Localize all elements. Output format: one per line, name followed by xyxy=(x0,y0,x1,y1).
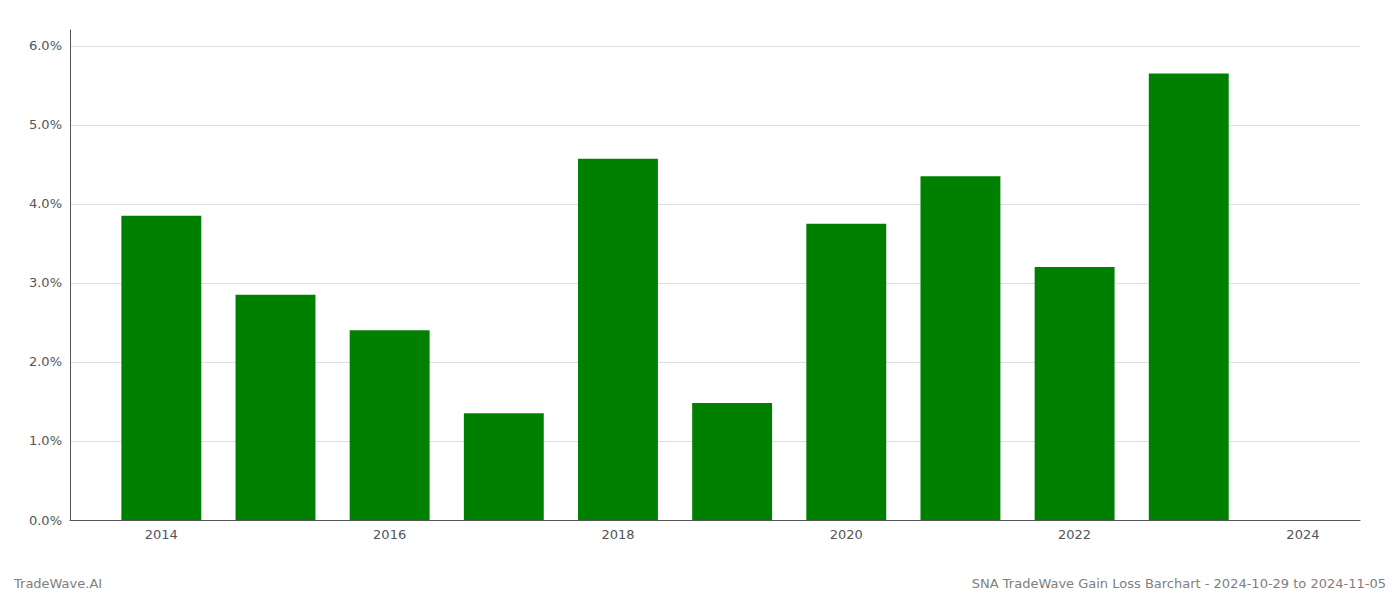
svg-text:5.0%: 5.0% xyxy=(29,117,62,132)
svg-text:4.0%: 4.0% xyxy=(29,196,62,211)
svg-text:2.0%: 2.0% xyxy=(29,354,62,369)
svg-text:2022: 2022 xyxy=(1058,527,1091,542)
svg-text:6.0%: 6.0% xyxy=(29,38,62,53)
svg-text:1.0%: 1.0% xyxy=(29,433,62,448)
svg-text:2018: 2018 xyxy=(601,527,634,542)
svg-text:2014: 2014 xyxy=(145,527,178,542)
svg-text:TradeWave.AI: TradeWave.AI xyxy=(13,576,102,591)
svg-text:2024: 2024 xyxy=(1286,527,1319,542)
svg-text:SNA TradeWave Gain Loss Barcha: SNA TradeWave Gain Loss Barchart - 2024-… xyxy=(972,576,1386,591)
svg-text:2016: 2016 xyxy=(373,527,406,542)
svg-text:3.0%: 3.0% xyxy=(29,275,62,290)
svg-text:2020: 2020 xyxy=(830,527,863,542)
svg-text:0.0%: 0.0% xyxy=(29,513,62,528)
